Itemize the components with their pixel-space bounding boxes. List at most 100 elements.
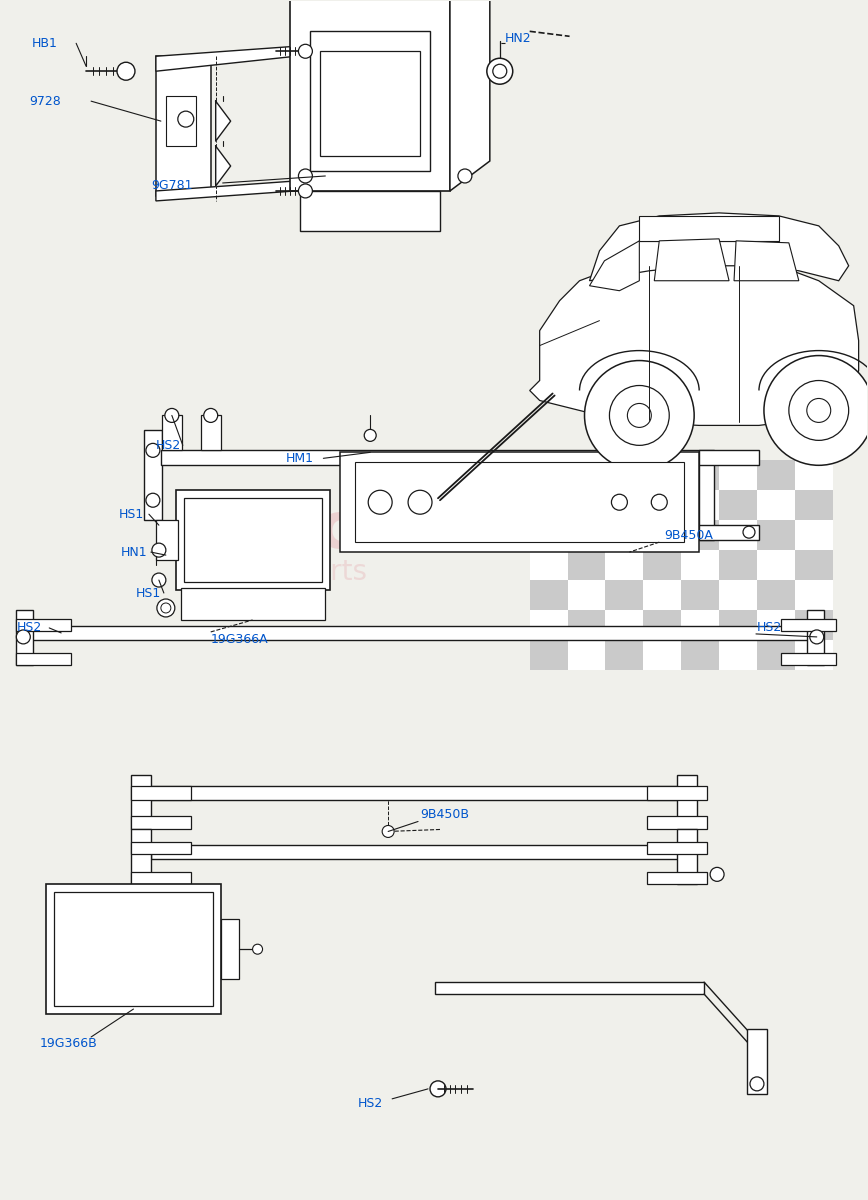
Bar: [529, 610, 568, 640]
Bar: [435, 982, 704, 994]
Circle shape: [710, 868, 724, 881]
Bar: [529, 640, 568, 670]
Bar: [568, 461, 606, 491]
Circle shape: [178, 112, 194, 127]
Polygon shape: [300, 191, 440, 230]
Bar: [719, 461, 757, 491]
Bar: [795, 491, 832, 520]
Circle shape: [806, 398, 831, 422]
Text: scuderia: scuderia: [280, 499, 588, 562]
Bar: [643, 550, 681, 580]
Bar: [757, 610, 795, 640]
Bar: [681, 461, 719, 491]
Bar: [161, 415, 181, 450]
Circle shape: [152, 544, 166, 557]
Circle shape: [117, 62, 135, 80]
Bar: [677, 829, 697, 884]
Circle shape: [299, 184, 312, 198]
Bar: [131, 774, 151, 829]
Bar: [131, 872, 191, 884]
Bar: [568, 491, 606, 520]
Text: 9B450A: 9B450A: [664, 529, 713, 541]
Text: 19G366A: 19G366A: [211, 634, 268, 647]
Circle shape: [161, 602, 171, 613]
Bar: [529, 491, 568, 520]
Bar: [131, 816, 191, 829]
Circle shape: [487, 59, 513, 84]
Bar: [643, 610, 681, 640]
Bar: [606, 491, 643, 520]
Circle shape: [157, 599, 174, 617]
Bar: [640, 216, 779, 241]
Bar: [176, 491, 331, 590]
Bar: [355, 462, 684, 542]
Circle shape: [365, 430, 376, 442]
Polygon shape: [734, 241, 799, 281]
Bar: [16, 653, 71, 665]
Bar: [606, 461, 643, 491]
Bar: [220, 919, 239, 979]
Polygon shape: [320, 52, 420, 156]
Circle shape: [382, 826, 394, 838]
Bar: [606, 520, 643, 550]
Bar: [568, 640, 606, 670]
Bar: [201, 415, 220, 450]
Polygon shape: [291, 0, 450, 191]
Bar: [568, 550, 606, 580]
Bar: [161, 450, 699, 466]
Bar: [643, 580, 681, 610]
Bar: [529, 580, 568, 610]
Text: 9728: 9728: [30, 95, 61, 108]
Polygon shape: [529, 260, 858, 426]
Bar: [757, 580, 795, 610]
Bar: [719, 640, 757, 670]
Bar: [681, 520, 719, 550]
Bar: [131, 829, 151, 884]
Bar: [719, 550, 757, 580]
Bar: [806, 610, 824, 665]
Bar: [681, 610, 719, 640]
Bar: [757, 491, 795, 520]
Bar: [648, 842, 707, 854]
Bar: [681, 640, 719, 670]
Bar: [747, 1030, 767, 1094]
Text: HN2: HN2: [505, 32, 531, 44]
Bar: [757, 520, 795, 550]
Bar: [648, 816, 707, 829]
Bar: [568, 610, 606, 640]
Bar: [529, 580, 568, 610]
Bar: [643, 491, 681, 520]
Bar: [648, 786, 707, 799]
Text: HS2: HS2: [156, 439, 181, 452]
Bar: [568, 580, 606, 610]
Bar: [795, 640, 832, 670]
Bar: [529, 461, 568, 491]
Bar: [151, 846, 680, 859]
Bar: [795, 550, 832, 580]
Bar: [529, 640, 568, 670]
Bar: [681, 580, 719, 610]
Bar: [184, 498, 322, 582]
Bar: [781, 619, 836, 631]
Circle shape: [584, 360, 694, 470]
Bar: [181, 588, 326, 620]
Circle shape: [368, 491, 392, 514]
Bar: [16, 619, 71, 631]
Bar: [606, 520, 643, 550]
Circle shape: [408, 491, 432, 514]
Circle shape: [146, 493, 160, 508]
Text: HS2: HS2: [16, 622, 42, 635]
Circle shape: [458, 169, 472, 182]
Text: HB1: HB1: [31, 37, 57, 49]
Bar: [699, 450, 714, 540]
Polygon shape: [216, 101, 231, 142]
Bar: [529, 461, 568, 491]
Circle shape: [299, 44, 312, 59]
Bar: [795, 461, 832, 491]
Bar: [677, 774, 697, 829]
Text: HN1: HN1: [121, 546, 148, 559]
Bar: [795, 610, 832, 640]
Bar: [681, 580, 719, 610]
Text: HM1: HM1: [286, 452, 313, 464]
Bar: [46, 884, 220, 1014]
